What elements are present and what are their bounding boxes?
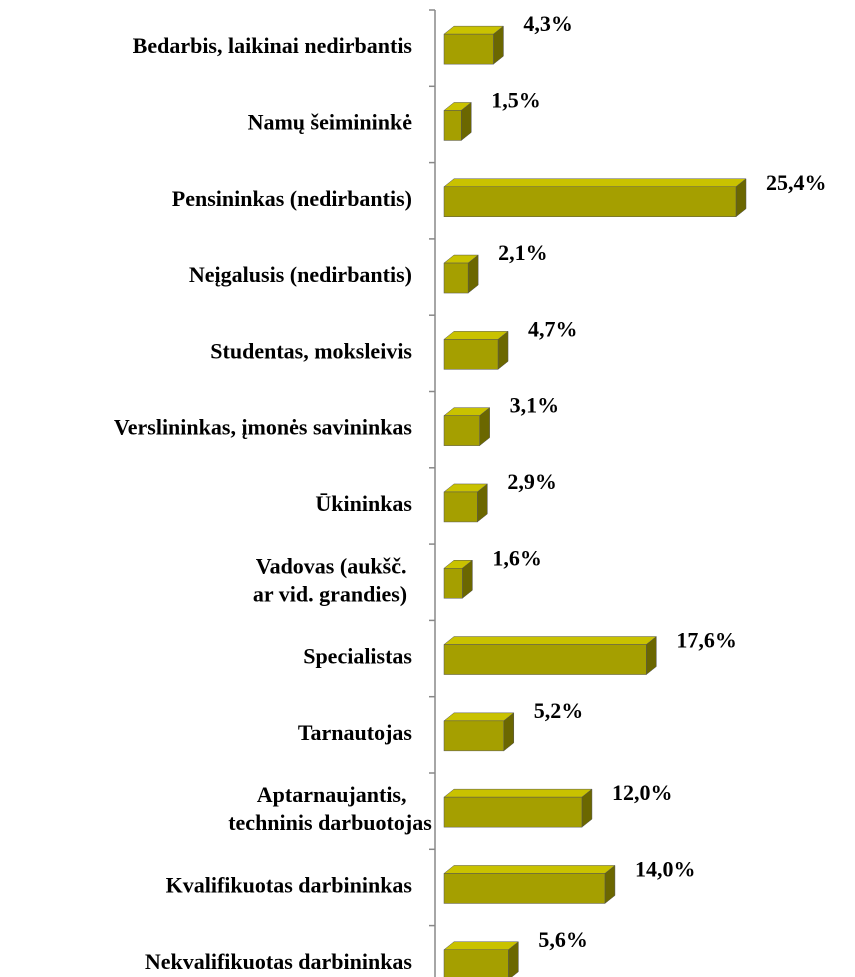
bar-front [443,568,463,599]
value-label: 4,7% [528,316,578,341]
bar [443,330,509,370]
bar [443,941,520,977]
bar [443,636,658,676]
bar-front [443,949,509,977]
value-label: 25,4% [766,170,827,195]
value-label: 5,2% [534,698,584,723]
value-label: 17,6% [676,628,737,653]
value-label: 12,0% [612,780,673,805]
category-label: Kvalifikuotas darbininkas [166,872,413,897]
value-label: 14,0% [635,856,696,881]
bar [443,101,472,141]
bar-front [443,415,480,446]
bar [443,559,474,599]
bar-top [443,712,515,722]
category-label: Specialistas [303,644,412,669]
bar-front [443,720,505,752]
bar-top [443,865,616,874]
bar-front [443,262,469,294]
bar-front [443,186,737,217]
bar-front [443,33,494,65]
bar [443,483,489,523]
category-label: Tarnautojas [298,720,413,745]
bar [443,788,593,828]
bar-top [443,788,593,798]
bar [443,407,491,447]
bar [443,864,616,904]
value-label: 1,5% [491,87,541,112]
bar-top [443,25,505,35]
category-label: Namų šeimininkė [248,109,413,134]
bar [443,712,515,752]
category-label: Pensininkas (nedirbantis) [172,186,412,211]
category-label: Studentas, moksleivis [210,338,412,363]
category-label: Neįgalusis (nedirbantis) [189,262,412,287]
bar-front [443,873,606,904]
bar-front [443,644,647,675]
value-label: 2,1% [498,240,548,265]
category-label: Verslininkas, įmonės savininkas [114,415,413,440]
value-label: 4,3% [523,11,573,36]
bar [443,254,479,294]
value-label: 3,1% [510,393,560,418]
category-label: Ūkininkas [315,491,412,516]
bar-front [443,796,583,828]
value-label: 2,9% [507,469,557,494]
bar [443,178,747,218]
bar-front [443,491,478,523]
bar [443,25,505,65]
value-label: 5,6% [538,927,588,952]
category-label: Vadovas (aukšč. ar vid. grandies) [253,553,412,606]
bar-front [443,110,462,141]
category-label: Bedarbis, laikinai nedirbantis [133,33,413,58]
bar-top [443,941,520,950]
value-label: 1,6% [492,545,541,570]
category-label: Nekvalifikuotas darbininkas [145,949,413,974]
bar-front [443,339,499,370]
bar-top [443,331,509,340]
bar-top [443,636,658,645]
bar-top [443,178,747,187]
category-label: Aptarnaujantis, techninis darbuotojas [228,782,432,835]
